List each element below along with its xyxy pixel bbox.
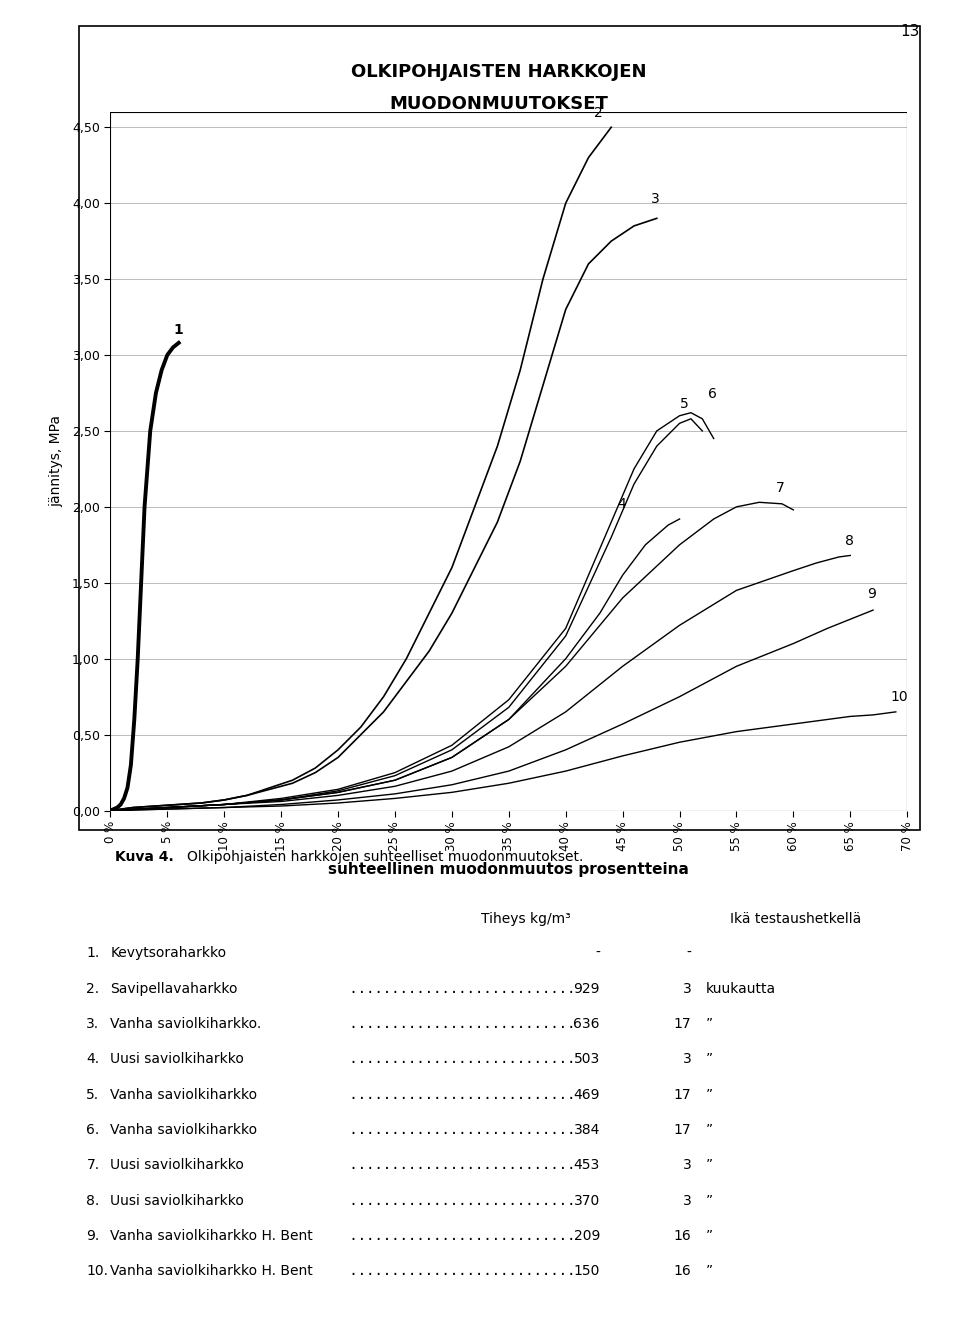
Text: 3.: 3. — [86, 1017, 100, 1031]
Text: 9: 9 — [868, 587, 876, 601]
Text: 3: 3 — [683, 1159, 691, 1172]
Text: ...........................: ........................... — [341, 1087, 584, 1102]
Text: 469: 469 — [573, 1087, 600, 1102]
Text: 5: 5 — [680, 397, 688, 411]
Text: 8.: 8. — [86, 1194, 100, 1207]
Text: ...........................: ........................... — [341, 1123, 584, 1137]
Text: Ikä testaushetkellä: Ikä testaushetkellä — [730, 912, 861, 927]
Text: ”: ” — [706, 1159, 712, 1172]
Text: 16: 16 — [674, 1228, 691, 1243]
Text: Vanha saviolkiharkko: Vanha saviolkiharkko — [110, 1087, 257, 1102]
Text: 209: 209 — [574, 1228, 600, 1243]
Text: 503: 503 — [574, 1052, 600, 1066]
X-axis label: suhteellinen muodonmuutos prosentteina: suhteellinen muodonmuutos prosentteina — [328, 862, 689, 876]
Text: 3: 3 — [683, 1194, 691, 1207]
Text: Vanha saviolkiharkko: Vanha saviolkiharkko — [110, 1123, 257, 1137]
Text: -: - — [686, 946, 691, 961]
Text: ...........................: ........................... — [341, 982, 584, 995]
Text: 3: 3 — [683, 982, 691, 995]
Text: ”: ” — [706, 1228, 712, 1243]
Text: 10.: 10. — [86, 1264, 108, 1278]
Text: ...........................: ........................... — [341, 1052, 584, 1066]
Text: 8: 8 — [845, 534, 853, 548]
Text: ...........................: ........................... — [341, 1017, 584, 1031]
Text: Kevytsoraharkko: Kevytsoraharkko — [110, 946, 227, 961]
Text: 4.: 4. — [86, 1052, 100, 1066]
Text: -: - — [595, 946, 600, 961]
Text: 7.: 7. — [86, 1159, 100, 1172]
Text: 5.: 5. — [86, 1087, 100, 1102]
Text: 4: 4 — [617, 497, 626, 511]
Text: 3: 3 — [683, 1052, 691, 1066]
Text: ”: ” — [706, 1087, 712, 1102]
Text: ”: ” — [706, 1194, 712, 1207]
Text: Olkipohjaisten harkkojen suhteelliset muodonmuutokset.: Olkipohjaisten harkkojen suhteelliset mu… — [187, 850, 584, 865]
Text: 1.: 1. — [86, 946, 100, 961]
Text: 17: 17 — [674, 1017, 691, 1031]
Text: Uusi saviolkiharkko: Uusi saviolkiharkko — [110, 1052, 244, 1066]
Text: 453: 453 — [574, 1159, 600, 1172]
Text: Tiheys kg/m³: Tiheys kg/m³ — [482, 912, 571, 927]
Text: Vanha saviolkiharkko H. Bent: Vanha saviolkiharkko H. Bent — [110, 1228, 313, 1243]
Text: Savipellavaharkko: Savipellavaharkko — [110, 982, 238, 995]
Text: ...........................: ........................... — [341, 1159, 584, 1172]
Text: ...........................: ........................... — [341, 1264, 584, 1278]
Text: 150: 150 — [574, 1264, 600, 1278]
Text: Uusi saviolkiharkko: Uusi saviolkiharkko — [110, 1159, 244, 1172]
Text: MUODONMUUTOKSET: MUODONMUUTOKSET — [390, 95, 609, 113]
Text: OLKIPOHJAISTEN HARKKOJEN: OLKIPOHJAISTEN HARKKOJEN — [351, 63, 647, 82]
Text: 10: 10 — [890, 691, 908, 704]
Text: 9.: 9. — [86, 1228, 100, 1243]
Text: kuukautta: kuukautta — [706, 982, 776, 995]
Text: Uusi saviolkiharkko: Uusi saviolkiharkko — [110, 1194, 244, 1207]
Text: ”: ” — [706, 1123, 712, 1137]
Text: 2: 2 — [594, 105, 603, 120]
Text: ”: ” — [706, 1052, 712, 1066]
Text: 17: 17 — [674, 1123, 691, 1137]
Text: 1: 1 — [173, 323, 182, 337]
Text: 13: 13 — [900, 24, 920, 38]
Text: 370: 370 — [574, 1194, 600, 1207]
Text: ...........................: ........................... — [341, 1194, 584, 1207]
Text: 3: 3 — [651, 192, 660, 206]
Text: 2.: 2. — [86, 982, 100, 995]
Text: 636: 636 — [573, 1017, 600, 1031]
Text: 17: 17 — [674, 1087, 691, 1102]
Text: 384: 384 — [574, 1123, 600, 1137]
Text: Kuva 4.: Kuva 4. — [115, 850, 174, 865]
Text: 6.: 6. — [86, 1123, 100, 1137]
Text: Vanha saviolkiharkko.: Vanha saviolkiharkko. — [110, 1017, 262, 1031]
Y-axis label: jännitys, MPa: jännitys, MPa — [50, 415, 63, 507]
Text: ”: ” — [706, 1264, 712, 1278]
Text: 7: 7 — [777, 481, 785, 494]
Text: ”: ” — [706, 1017, 712, 1031]
Text: ...........................: ........................... — [341, 1228, 584, 1243]
Text: Vanha saviolkiharkko H. Bent: Vanha saviolkiharkko H. Bent — [110, 1264, 313, 1278]
Text: 929: 929 — [573, 982, 600, 995]
Text: 16: 16 — [674, 1264, 691, 1278]
Text: 6: 6 — [708, 386, 717, 401]
